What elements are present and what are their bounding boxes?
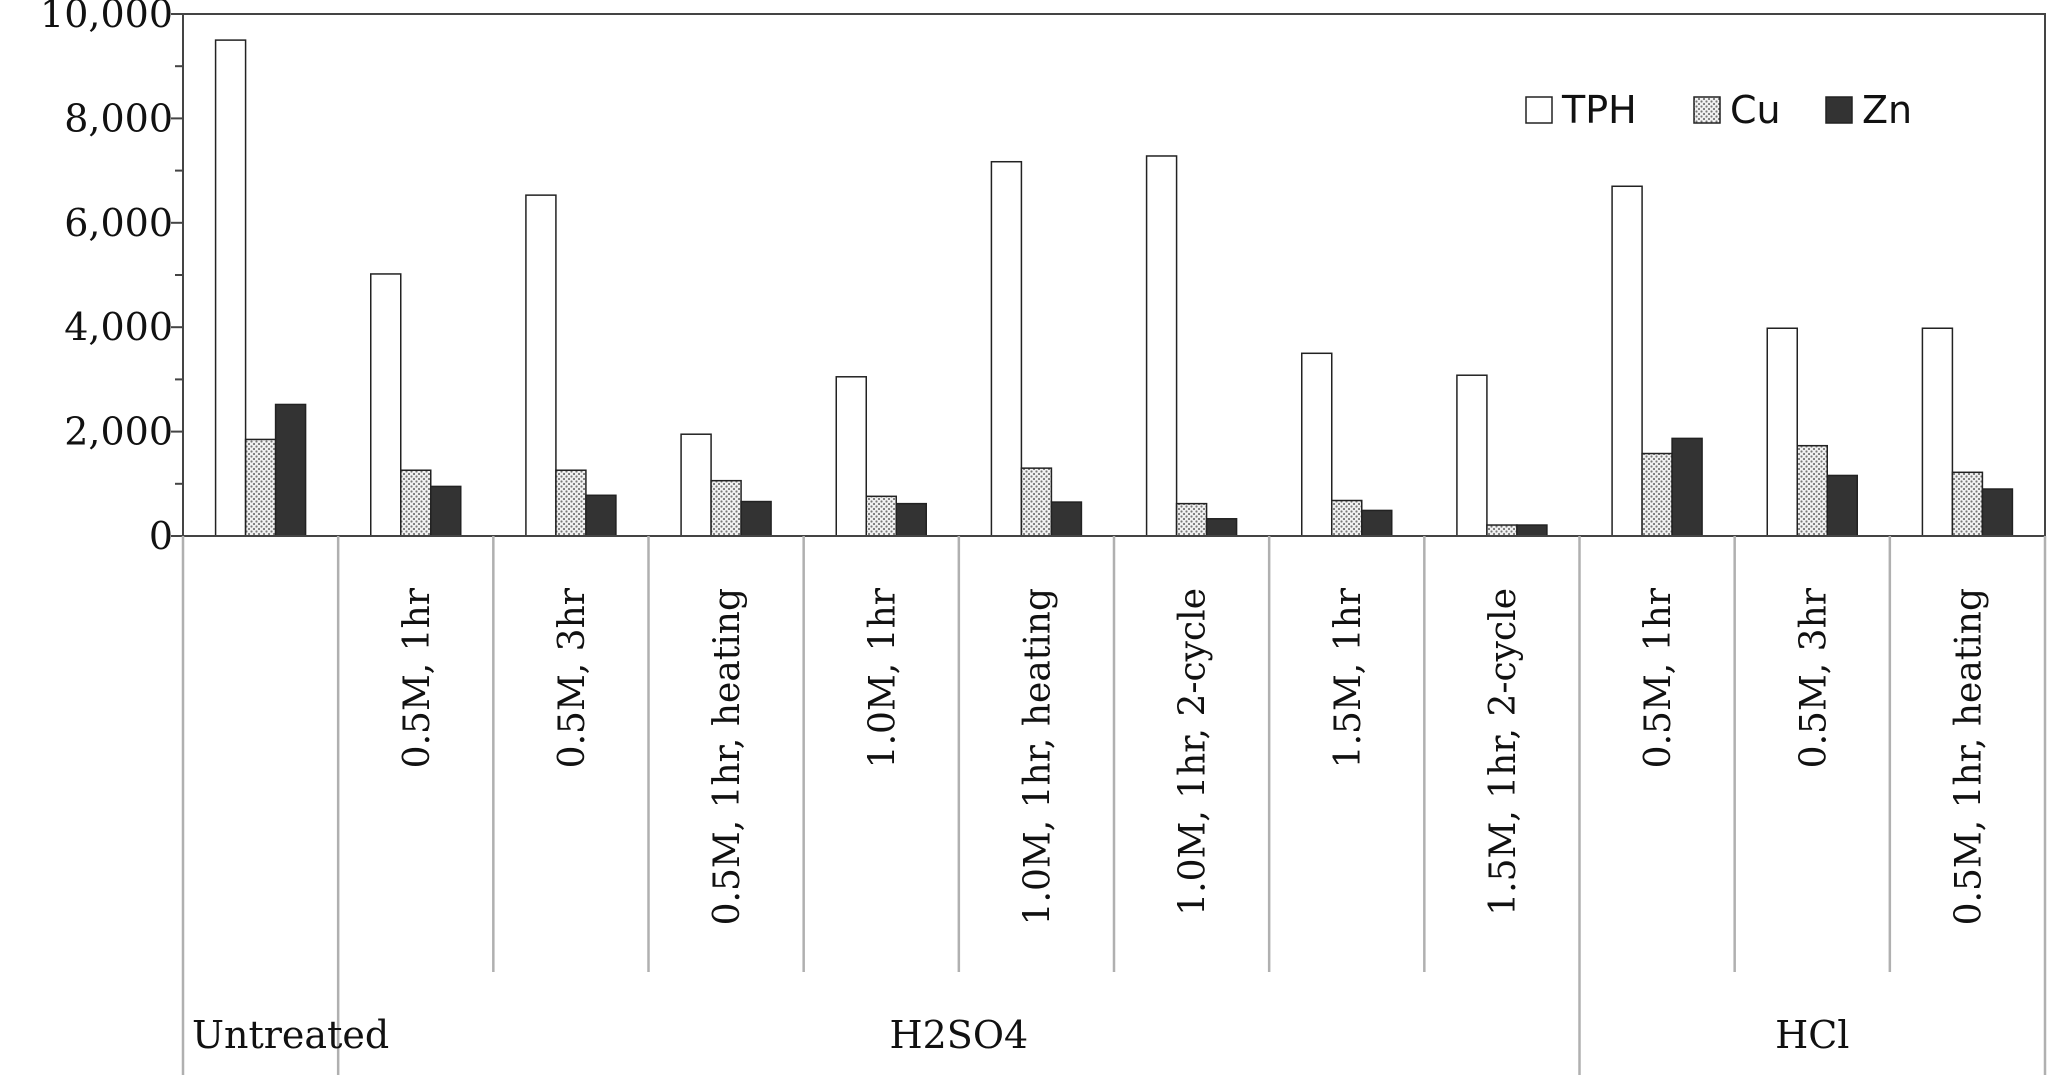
bar-zn-9 [1671, 437, 1703, 537]
category-label: 0.5M, 3hr [552, 587, 593, 768]
y-tick-label: 8,000 [64, 96, 173, 140]
category-label: 0.5M, 1hr [397, 587, 438, 768]
bar-zn-7 [1361, 509, 1393, 537]
legend-label-zn: Zn [1862, 88, 1912, 132]
bar-tph-8 [1456, 374, 1488, 537]
bar-zn-11 [1981, 488, 2014, 537]
y-tick-label: 10,000 [40, 0, 173, 36]
category-label: 1.0M, 1hr, heating [1017, 588, 1058, 925]
bar-zn-8 [1516, 524, 1548, 537]
bar-cu-0 [244, 438, 277, 537]
axes: 0 2,000 4,000 6,000 8,000 10,000 [40, 0, 2046, 558]
plot-area [214, 39, 2014, 537]
y-tick-label: 2,000 [64, 410, 173, 454]
bar-cu-9 [1641, 452, 1673, 537]
bar-tph-4 [835, 376, 867, 537]
legend: TPH Cu Zn [1525, 88, 1912, 132]
bar-tph-10 [1766, 327, 1798, 537]
legend-swatch-zn [1825, 96, 1853, 124]
bar-cu-8 [1486, 524, 1518, 537]
bar-cu-10 [1796, 444, 1828, 537]
category-label: 1.0M, 1hr [862, 587, 903, 768]
category-label: 0.5M, 3hr [1793, 587, 1834, 768]
bar-cu-2 [555, 469, 587, 537]
legend-label-tph: TPH [1561, 88, 1637, 132]
bar-zn-1 [430, 485, 462, 537]
y-tick-label: 4,000 [64, 305, 173, 349]
category-label: 1.5M, 1hr, 2-cycle [1483, 588, 1524, 916]
category-axis: 0.5M, 1hr 0.5M, 3hr 0.5M, 1hr, heating 1.0M… [181, 536, 2047, 1075]
y-tick-label: 6,000 [64, 201, 173, 245]
bar-cu-5 [1020, 467, 1053, 537]
group-label: Untreated [192, 1013, 389, 1057]
legend-label-cu: Cu [1730, 88, 1781, 132]
category-label: 1.5M, 1hr [1328, 587, 1369, 768]
bar-zn-6 [1205, 518, 1238, 537]
legend-swatch-tph [1525, 96, 1553, 124]
bar-tph-1 [370, 273, 402, 537]
category-label: 0.5M, 1hr, heating [707, 588, 748, 925]
bar-zn-2 [585, 494, 617, 537]
bar-tph-5 [990, 160, 1023, 537]
bar-tph-9 [1611, 185, 1643, 537]
bar-zn-5 [1050, 501, 1083, 537]
bar-cu-1 [400, 469, 432, 537]
legend-swatch-cu [1693, 96, 1721, 124]
bar-zn-4 [895, 502, 927, 537]
bar-cu-6 [1175, 502, 1208, 537]
bar-cu-11 [1951, 471, 1984, 537]
group-label: H2SO4 [889, 1013, 1028, 1057]
bar-zn-0 [274, 403, 307, 537]
bar-zn-10 [1826, 474, 1858, 537]
category-label: 0.5M, 1hr [1638, 587, 1679, 768]
bar-tph-2 [525, 194, 557, 537]
bar-tph-7 [1301, 352, 1333, 537]
y-tick-label: 0 [149, 514, 173, 558]
bar-cu-3 [710, 479, 742, 537]
bar-zn-3 [740, 500, 772, 537]
group-label: HCl [1775, 1013, 1849, 1057]
bar-cu-4 [865, 495, 897, 537]
bar-tph-0 [214, 39, 247, 537]
bar-cu-7 [1331, 499, 1363, 537]
bar-tph-6 [1145, 155, 1178, 537]
bar-tph-11 [1921, 327, 1954, 537]
bar-tph-3 [680, 433, 712, 537]
category-label: 1.0M, 1hr, 2-cycle [1173, 588, 1214, 916]
category-label: 0.5M, 1hr, heating [1948, 588, 1989, 925]
